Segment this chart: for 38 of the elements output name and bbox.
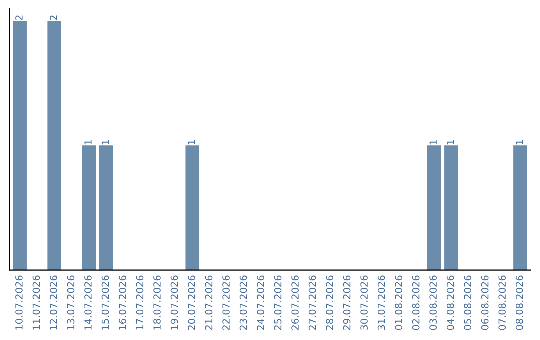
x-tick-label: 31.07.2026 [378,276,386,330]
x-tick-label: 01.08.2026 [395,276,403,330]
x-tick-label: 07.08.2026 [498,276,506,330]
x-tick-label: 16.07.2026 [119,276,126,330]
data-label: 1 [516,140,524,145]
x-tick-label: 28.07.2026 [326,276,334,330]
x-tick-label: 23.07.2026 [240,276,248,330]
data-label: 1 [84,140,92,145]
x-tick-label: 14.07.2026 [84,276,92,330]
data-label: 1 [188,140,196,145]
x-tick-label: 08.08.2026 [516,276,524,330]
x-tick-label: 27.07.2026 [308,276,316,330]
x-tick-label: 12.07.2026 [50,276,58,330]
x-tick-label: 17.07.2026 [136,276,144,330]
data-label: 1 [102,140,110,145]
x-tick-label: 06.08.2026 [481,276,489,330]
x-tick-label: 02.08.2026 [412,276,420,330]
x-tick-label: 15.07.2026 [102,276,110,330]
x-tick-label: 22.07.2026 [222,276,230,330]
x-tick-label: 19.07.2026 [170,276,178,330]
x-tick-label: 03.08.2026 [430,276,438,330]
x-tick-label: 26.07.2026 [292,276,299,330]
x-tick-label: 25.07.2026 [274,276,282,330]
data-label: 1 [430,140,437,145]
data-label: 2 [50,16,58,20]
x-tick-label: 18.07.2026 [154,276,161,330]
data-label: 1 [447,140,454,145]
x-tick-label: 05.08.2026 [464,276,472,330]
x-tick-label: 24.07.2026 [257,276,264,330]
x-tick-label: 20.07.2026 [188,276,196,330]
x-tick-label: 11.07.2026 [32,276,40,330]
x-tick-label: 13.07.2026 [67,276,75,330]
x-tick-label: 30.07.2026 [360,276,368,330]
x-tick-label: 21.07.2026 [205,276,213,330]
data-label: 2 [16,16,23,20]
x-tick-label: 04.08.2026 [446,276,454,330]
x-tick-label: 29.07.2026 [343,276,351,330]
x-tick-label: 10.07.2026 [16,276,23,330]
